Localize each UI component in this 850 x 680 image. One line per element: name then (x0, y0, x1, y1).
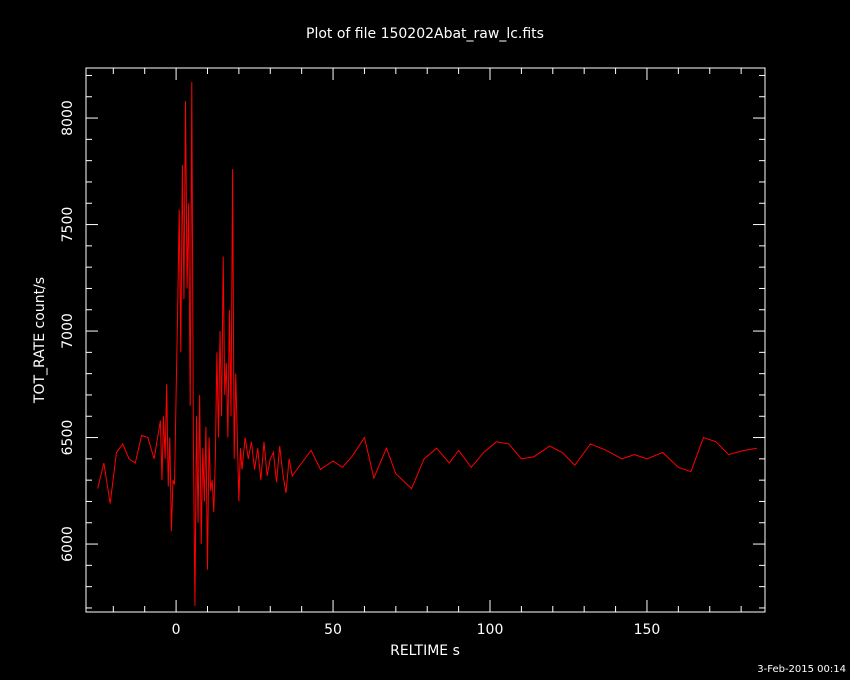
chart-title: Plot of file 150202Abat_raw_lc.fits (306, 26, 544, 42)
y-tick-label: 7000 (60, 313, 76, 349)
timestamp: 3-Feb-2015 00:14 (757, 664, 846, 675)
y-axis-label: TOT_RATE count/s (32, 277, 48, 404)
x-tick-label: 0 (172, 622, 181, 638)
y-tick-label: 7500 (60, 207, 76, 243)
x-tick-label: 150 (634, 622, 661, 638)
x-tick-label: 100 (477, 622, 504, 638)
y-tick-label: 8000 (60, 100, 76, 136)
x-tick-label: 50 (324, 622, 342, 638)
y-tick-label: 6500 (60, 420, 76, 456)
plot-frame (85, 67, 766, 613)
light-curve (97, 81, 757, 606)
x-axis-label: RELTIME s (390, 643, 460, 659)
y-tick-label: 6000 (60, 526, 76, 562)
